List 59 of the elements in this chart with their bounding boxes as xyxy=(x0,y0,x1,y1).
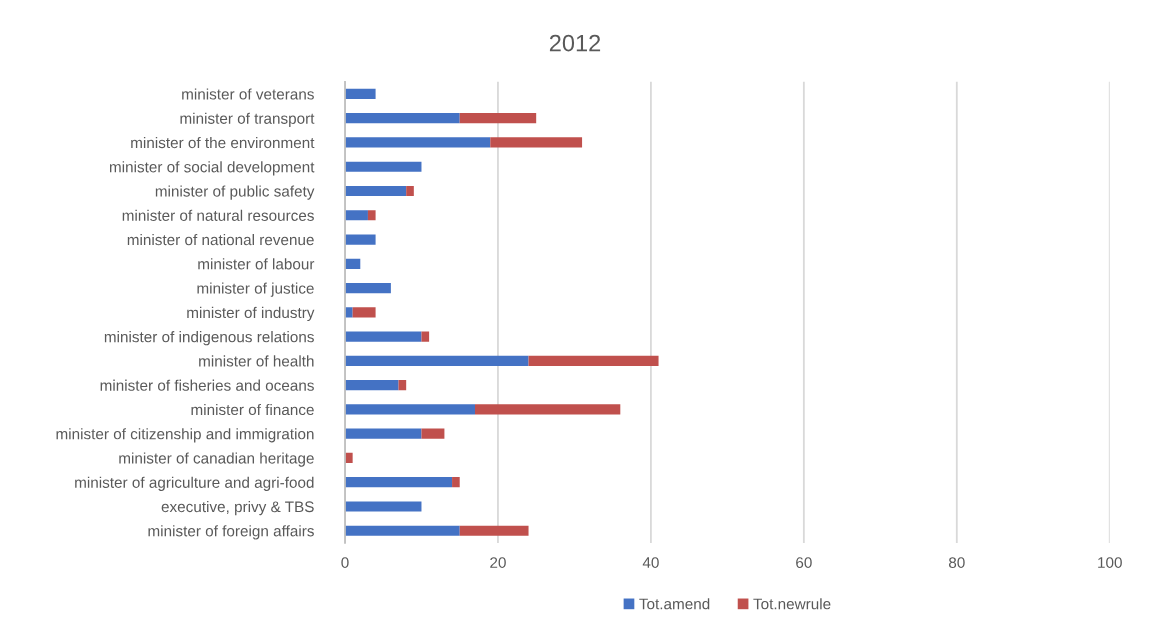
bar xyxy=(345,404,476,415)
bar xyxy=(421,331,430,342)
bar xyxy=(459,113,537,124)
y-tick-label: minister of canadian heritage xyxy=(119,452,314,467)
bar xyxy=(475,404,621,415)
bar xyxy=(398,380,407,391)
y-tick-label: minister of justice xyxy=(197,282,314,297)
bar xyxy=(367,210,376,221)
y-tick-label: minister of finance xyxy=(191,403,314,416)
bar xyxy=(345,525,460,536)
bar xyxy=(345,88,376,100)
x-tick-label: 80 xyxy=(948,557,965,568)
bar xyxy=(345,501,422,512)
y-tick-label: minister of the environment xyxy=(131,136,315,149)
bar xyxy=(528,355,659,366)
legend-label: Tot.amend xyxy=(639,598,710,610)
y-tick-label: minister of health xyxy=(199,355,314,367)
y-tick-label: minister of fisheries and oceans xyxy=(100,379,314,391)
bar xyxy=(345,113,460,124)
y-tick-label: minister of public safety xyxy=(155,185,315,200)
y-tick-label: minister of veterans xyxy=(182,88,314,100)
bar xyxy=(345,137,491,148)
bar xyxy=(345,331,422,342)
chart-title: 2012 xyxy=(549,34,601,52)
y-tick-label: minister of indigenous relations xyxy=(104,331,314,346)
bar xyxy=(421,428,445,439)
bar xyxy=(406,185,414,197)
x-tick-label: 20 xyxy=(490,557,506,568)
bar xyxy=(345,355,529,366)
bar xyxy=(345,428,422,439)
y-tick-label: executive, privy & TBS xyxy=(161,500,314,516)
bar xyxy=(345,234,376,245)
bar xyxy=(345,307,353,318)
bar xyxy=(345,477,453,488)
y-tick-label: minister of citizenship and immigration xyxy=(56,428,314,443)
bar xyxy=(452,477,460,488)
bar xyxy=(345,185,407,197)
y-tick-label: minister of transport xyxy=(180,112,315,127)
y-tick-label: minister of social development xyxy=(109,161,315,176)
bar xyxy=(352,307,376,318)
bar xyxy=(345,452,353,464)
legend-label: Tot.newrule xyxy=(753,598,831,610)
x-tick-label: 0 xyxy=(341,557,349,568)
y-tick-label: minister of labour xyxy=(198,258,315,270)
x-tick-label: 60 xyxy=(796,557,812,568)
x-tick-label: 40 xyxy=(642,557,659,568)
bar xyxy=(459,525,529,536)
bar xyxy=(345,380,399,391)
bar xyxy=(345,258,361,269)
y-tick-label: minister of industry xyxy=(187,306,315,322)
bar xyxy=(345,161,422,172)
y-tick-label: minister of natural resources xyxy=(122,209,314,221)
bar xyxy=(490,137,583,148)
x-tick-label: 100 xyxy=(1098,557,1122,568)
bar xyxy=(345,210,368,221)
y-tick-label: minister of agriculture and agri-food xyxy=(75,476,314,491)
y-tick-label: minister of national revenue xyxy=(127,234,314,246)
bar xyxy=(345,282,391,294)
y-tick-label: minister of foreign affairs xyxy=(148,525,314,540)
